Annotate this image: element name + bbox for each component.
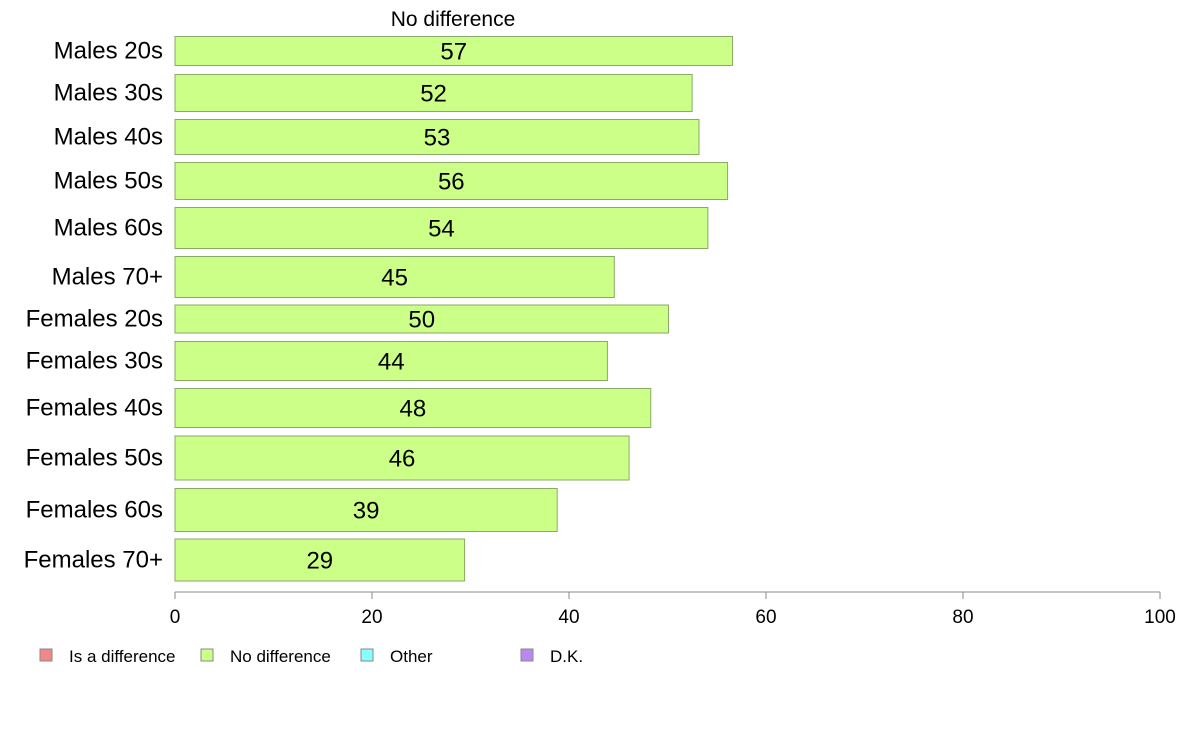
category-label: Females 70+: [24, 547, 163, 574]
data-label: 45: [381, 265, 408, 292]
legend-swatch: [39, 648, 53, 662]
legend-swatch: [360, 648, 374, 662]
data-label: 46: [389, 446, 416, 473]
category-label: Females 40s: [26, 395, 163, 422]
category-label: Males 40s: [54, 124, 163, 151]
bar: [174, 207, 709, 249]
x-tick-label: 20: [361, 607, 382, 628]
category-label: Females 60s: [26, 497, 163, 524]
bar: [174, 256, 615, 298]
bar: [174, 119, 700, 155]
bar: [174, 304, 669, 334]
category-label: Females 30s: [26, 348, 163, 375]
bar: [174, 162, 729, 200]
bar: [174, 488, 558, 532]
legend-swatch: [520, 648, 534, 662]
category-labels: Males 20s Males 30s Males 40s Males 50s Male…: [24, 38, 163, 574]
bar: [174, 388, 652, 428]
category-label: Males 50s: [54, 168, 163, 195]
chart-title: No difference: [391, 8, 516, 31]
x-tick-label: 80: [952, 607, 973, 628]
data-label: 44: [378, 349, 405, 376]
bar: [174, 74, 693, 112]
bar: [174, 538, 466, 582]
x-tick-label: 0: [170, 607, 181, 628]
legend-label: No difference: [230, 647, 331, 666]
legend-label: Is a difference: [69, 647, 175, 666]
legend-swatch: [200, 648, 214, 662]
data-label: 53: [424, 125, 451, 152]
category-label: Females 50s: [26, 445, 163, 472]
data-label: 54: [428, 216, 455, 243]
data-label: 39: [353, 498, 380, 525]
category-label: Males 60s: [54, 215, 163, 242]
x-axis: 0 20 40 60 80 100: [170, 591, 1176, 628]
bar: [174, 36, 734, 66]
bar: [174, 341, 608, 381]
data-label: 57: [440, 39, 467, 66]
category-label: Males 30s: [54, 80, 163, 107]
legend: Is a difference No difference Other D.K.: [39, 647, 583, 666]
x-tick-label: 100: [1144, 607, 1176, 628]
bars: [174, 36, 734, 582]
data-label: 29: [306, 548, 333, 575]
category-label: Males 20s: [54, 38, 163, 65]
x-tick-label: 60: [755, 607, 776, 628]
x-tick-label: 40: [558, 607, 579, 628]
legend-label: D.K.: [550, 647, 583, 666]
bar: [174, 435, 630, 481]
data-label: 50: [408, 307, 435, 334]
data-label: 48: [400, 396, 427, 423]
data-label: 52: [420, 81, 447, 108]
category-label: Males 70+: [52, 264, 163, 291]
legend-label: Other: [390, 647, 433, 666]
category-label: Females 20s: [26, 306, 163, 333]
data-label: 56: [438, 169, 465, 196]
